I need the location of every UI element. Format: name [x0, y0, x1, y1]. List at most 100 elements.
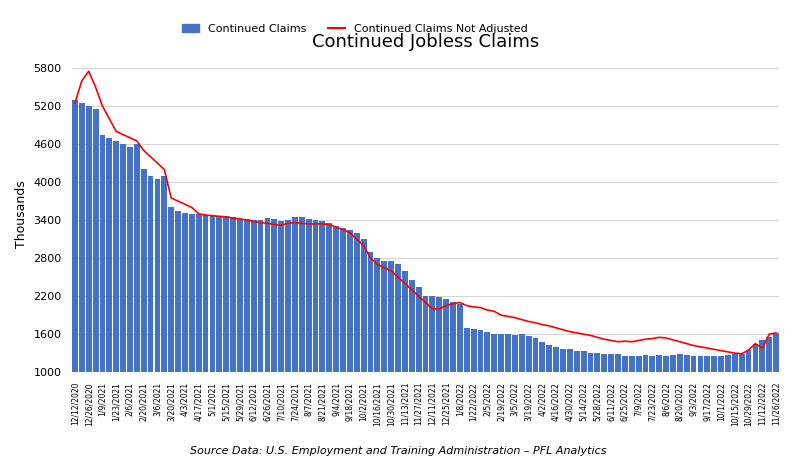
Bar — [374, 258, 380, 436]
Bar — [292, 217, 298, 436]
Bar — [519, 334, 525, 436]
Bar — [279, 221, 284, 436]
Bar — [553, 347, 559, 436]
Bar — [354, 233, 360, 436]
Bar — [203, 215, 209, 436]
Text: Source Data: U.S. Employment and Training Administration – PFL Analytics: Source Data: U.S. Employment and Trainin… — [189, 447, 607, 456]
Bar — [306, 219, 311, 436]
Bar — [319, 221, 326, 436]
Bar — [491, 334, 498, 436]
Bar — [464, 328, 470, 436]
Bar — [313, 220, 318, 436]
Title: Continued Jobless Claims: Continued Jobless Claims — [312, 33, 539, 51]
Bar — [767, 337, 772, 436]
Bar — [251, 220, 256, 436]
Bar — [223, 216, 229, 436]
Bar — [416, 286, 422, 436]
Bar — [485, 332, 490, 436]
Bar — [725, 355, 731, 436]
Bar — [512, 335, 517, 436]
Bar — [650, 356, 655, 436]
Bar — [457, 304, 462, 436]
Bar — [436, 297, 443, 436]
Bar — [86, 106, 92, 436]
Bar — [540, 342, 545, 436]
Bar — [209, 215, 216, 436]
Bar — [629, 356, 634, 436]
Bar — [120, 144, 126, 436]
Bar — [567, 349, 573, 436]
Bar — [739, 354, 744, 436]
Bar — [92, 109, 99, 436]
Bar — [684, 355, 689, 436]
Bar — [580, 351, 587, 436]
Bar — [691, 356, 696, 436]
Y-axis label: Thousands: Thousands — [15, 180, 28, 248]
Bar — [264, 218, 271, 436]
Bar — [113, 141, 119, 436]
Bar — [154, 179, 160, 436]
Bar — [498, 334, 504, 436]
Bar — [162, 176, 167, 436]
Bar — [574, 351, 579, 436]
Bar — [402, 271, 408, 436]
Legend: Continued Claims, Continued Claims Not Adjusted: Continued Claims, Continued Claims Not A… — [178, 20, 532, 39]
Bar — [608, 354, 614, 436]
Bar — [712, 356, 717, 436]
Bar — [127, 147, 133, 436]
Bar — [237, 219, 243, 436]
Bar — [100, 134, 105, 436]
Bar — [443, 299, 449, 436]
Bar — [587, 353, 593, 436]
Bar — [636, 356, 642, 436]
Bar — [470, 329, 477, 436]
Bar — [478, 330, 483, 436]
Bar — [141, 169, 146, 436]
Bar — [505, 334, 511, 436]
Bar — [601, 354, 607, 436]
Bar — [381, 261, 387, 436]
Bar — [409, 280, 415, 436]
Bar — [656, 355, 662, 436]
Bar — [388, 261, 394, 436]
Bar — [334, 226, 339, 436]
Bar — [732, 354, 738, 436]
Bar — [423, 296, 428, 436]
Bar — [663, 356, 669, 436]
Bar — [147, 176, 154, 436]
Bar — [718, 356, 724, 436]
Bar — [697, 356, 704, 436]
Bar — [340, 228, 346, 436]
Bar — [217, 216, 222, 436]
Bar — [107, 138, 112, 436]
Bar — [168, 207, 174, 436]
Bar — [746, 350, 751, 436]
Bar — [285, 220, 291, 436]
Bar — [615, 354, 621, 436]
Bar — [704, 356, 710, 436]
Bar — [361, 239, 367, 436]
Bar — [230, 217, 236, 436]
Bar — [677, 354, 683, 436]
Bar — [759, 341, 765, 436]
Bar — [182, 213, 188, 436]
Bar — [450, 302, 456, 436]
Bar — [533, 338, 538, 436]
Bar — [79, 103, 84, 436]
Bar — [622, 356, 628, 436]
Bar — [298, 217, 305, 436]
Bar — [560, 349, 566, 436]
Bar — [395, 264, 401, 436]
Bar — [271, 219, 277, 436]
Bar — [368, 252, 373, 436]
Bar — [189, 214, 195, 436]
Bar — [525, 336, 532, 436]
Bar — [752, 344, 759, 436]
Bar — [326, 223, 332, 436]
Bar — [196, 214, 201, 436]
Bar — [72, 100, 78, 436]
Bar — [430, 296, 435, 436]
Bar — [134, 144, 140, 436]
Bar — [175, 211, 181, 436]
Bar — [670, 355, 676, 436]
